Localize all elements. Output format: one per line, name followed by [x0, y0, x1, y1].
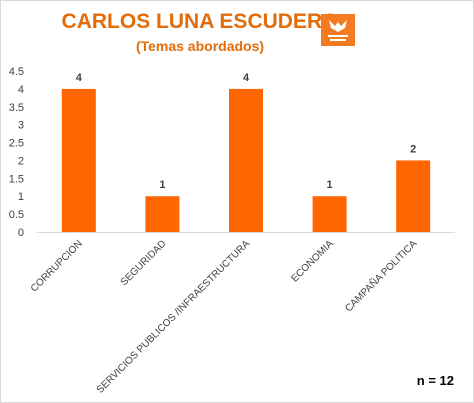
- sample-size-note: n = 12: [416, 373, 454, 388]
- y-tick-label: 3: [18, 120, 24, 132]
- data-label: 4: [243, 72, 250, 84]
- y-tick-label: 4: [18, 84, 24, 96]
- y-tick-label: 1: [18, 191, 24, 203]
- x-tick-label: ECONOMIA: [289, 238, 336, 285]
- chart-subtitle: (Temas abordados): [135, 38, 265, 54]
- y-tick-label: 1.5: [9, 173, 24, 185]
- x-tick-label: CORRUPCION: [29, 238, 85, 294]
- data-label: 1: [159, 179, 165, 191]
- bar: [312, 196, 347, 232]
- y-tick-label: 0.5: [9, 209, 24, 221]
- party-logo-icon: [321, 14, 355, 46]
- chart-title: CARLOS LUNA ESCUDERO: [61, 10, 339, 33]
- y-tick-label: 0: [18, 227, 24, 239]
- bar: [145, 196, 180, 232]
- y-tick-label: 2: [18, 155, 24, 167]
- y-tick-label: 3.5: [9, 102, 24, 114]
- party-logo-graphic: [328, 20, 348, 41]
- data-label: 2: [410, 143, 416, 155]
- bar: [61, 88, 96, 232]
- data-label: 1: [327, 179, 333, 191]
- y-tick-label: 4.5: [9, 66, 24, 78]
- x-tick-label: CAMPAÑA POLITICA: [342, 237, 420, 315]
- y-tick-label: 2.5: [9, 138, 24, 150]
- bar: [396, 160, 431, 232]
- data-label: 4: [76, 72, 83, 84]
- bar: [229, 88, 263, 232]
- x-tick-label: SEGURIDAD: [119, 238, 169, 288]
- x-tick-label: SERVICIOS PUBLICOS /INFRAESTRUCTURA: [95, 238, 253, 396]
